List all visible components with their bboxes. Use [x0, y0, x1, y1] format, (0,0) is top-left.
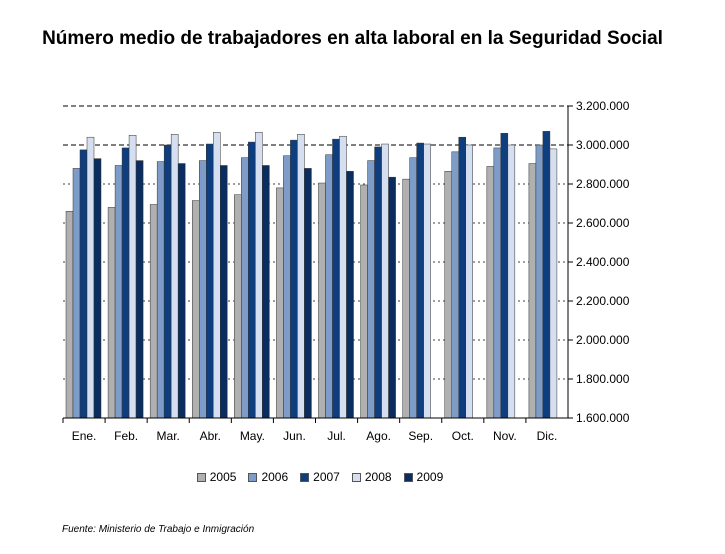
y-tick-label: 3.200.000 — [576, 99, 630, 113]
bar-chart: 1.600.000 1.800.000 2.000.000 2.200.000 2.40… — [62, 99, 630, 443]
bar-2009-4 — [220, 165, 228, 419]
bar-2006-7 — [325, 154, 333, 419]
x-tick-label: May. — [240, 429, 265, 443]
bar-2007-6 — [290, 139, 298, 419]
legend-item-2005: 2005 — [196, 470, 237, 484]
bar-2005-1 — [65, 211, 74, 419]
bar-2008-4 — [213, 132, 221, 419]
axes: 1.600.000 1.800.000 2.000.000 2.200.000 2.40… — [62, 99, 630, 443]
bar-2006-3 — [156, 161, 165, 419]
source-note: Fuente: Ministerio de Trabajo e Inmigrac… — [62, 524, 255, 535]
bar-2008-1 — [86, 136, 95, 419]
y-tick-label: 1.600.000 — [576, 411, 630, 425]
bar-2007-11 — [500, 133, 509, 419]
bar-2005-4 — [192, 200, 200, 419]
bar-2006-11 — [493, 147, 502, 419]
x-tick-label: Sep. — [408, 429, 433, 443]
x-tick-label: Dic. — [537, 429, 558, 443]
bar-2008-10 — [465, 144, 473, 419]
bar-2005-12 — [528, 163, 537, 419]
legend-swatch — [248, 472, 258, 482]
legend-label: 2007 — [313, 470, 340, 484]
bar-2008-8 — [381, 143, 389, 419]
bar-2009-5 — [262, 165, 270, 419]
legend-swatch — [300, 472, 310, 482]
y-tick-label: 3.000.000 — [576, 138, 630, 152]
x-tick-label: Abr. — [200, 429, 221, 443]
bar-2005-11 — [486, 166, 495, 419]
legend-item-2006: 2006 — [248, 470, 288, 484]
legend-item-2008: 2008 — [351, 470, 392, 484]
bar-2009-1 — [93, 158, 102, 419]
bar-2007-1 — [79, 149, 88, 419]
bar-2008-11 — [507, 144, 516, 419]
bar-2008-7 — [339, 135, 347, 419]
x-tick-label: Feb. — [114, 429, 138, 443]
legend-swatch — [351, 472, 361, 482]
bar-2006-8 — [367, 160, 375, 419]
bar-2005-7 — [318, 182, 326, 419]
bar-2009-6 — [304, 168, 312, 419]
bar-2005-10 — [444, 171, 452, 419]
legend-item-2009: 2009 — [403, 470, 444, 484]
legend: 2005 2006 2007 2008 2009 — [0, 470, 640, 484]
legend-swatch — [403, 472, 413, 482]
bar-2005-8 — [360, 184, 368, 419]
bar-2008-12 — [549, 148, 558, 419]
bar-2007-5 — [248, 141, 256, 419]
bar-2006-10 — [451, 151, 459, 419]
bar-2008-3 — [170, 134, 179, 419]
bar-2009-3 — [177, 163, 186, 419]
bar-2006-5 — [241, 157, 249, 419]
bar-2008-9 — [423, 143, 431, 419]
y-tick-label: 2.800.000 — [576, 177, 630, 191]
bar-2007-12 — [542, 131, 551, 419]
y-tick-label: 2.600.000 — [576, 216, 630, 230]
bars — [65, 131, 558, 419]
legend-label: 2008 — [364, 470, 392, 484]
y-tick-label: 1.800.000 — [576, 372, 630, 386]
bar-2005-2 — [107, 207, 116, 419]
bar-2007-3 — [163, 144, 172, 419]
bar-2006-1 — [72, 168, 81, 419]
bar-2008-2 — [128, 135, 137, 419]
bar-2006-6 — [283, 155, 291, 419]
x-tick-label: Nov. — [493, 429, 517, 443]
bar-2005-6 — [276, 187, 284, 419]
bar-2007-8 — [374, 146, 382, 419]
bar-2009-8 — [388, 176, 396, 419]
x-tick-label: Ago. — [366, 429, 391, 443]
legend-label: 2005 — [209, 470, 237, 484]
bar-2007-4 — [206, 143, 214, 419]
y-tick-label: 2.400.000 — [576, 255, 630, 269]
y-tick-label: 2.000.000 — [576, 333, 630, 347]
bar-2007-10 — [458, 136, 466, 419]
y-tick-label: 2.200.000 — [576, 294, 630, 308]
x-tick-label: Jun. — [283, 429, 306, 443]
bar-2007-9 — [416, 142, 424, 419]
chart-title: Número medio de trabajadores en alta lab… — [42, 28, 663, 49]
bar-2006-2 — [114, 165, 123, 419]
bar-2006-4 — [199, 160, 207, 419]
bar-2008-5 — [255, 132, 263, 419]
bar-2006-9 — [409, 157, 417, 419]
bar-2005-5 — [234, 194, 242, 419]
legend-item-2007: 2007 — [300, 470, 340, 484]
bar-2007-2 — [121, 147, 130, 419]
bar-2006-12 — [535, 144, 544, 419]
legend-label: 2006 — [261, 470, 289, 484]
bar-2005-9 — [402, 178, 410, 419]
bar-2005-3 — [149, 204, 158, 419]
legend-label: 2009 — [416, 470, 444, 484]
bar-2009-7 — [346, 171, 354, 419]
x-tick-label: Ene. — [72, 429, 97, 443]
legend-swatch — [196, 472, 206, 482]
x-tick-label: Oct. — [452, 429, 474, 443]
bar-2008-6 — [297, 134, 305, 419]
x-tick-label: Jul. — [327, 429, 346, 443]
x-tick-label: Mar. — [157, 429, 180, 443]
bar-2007-7 — [332, 138, 340, 419]
bar-2009-2 — [135, 160, 144, 419]
